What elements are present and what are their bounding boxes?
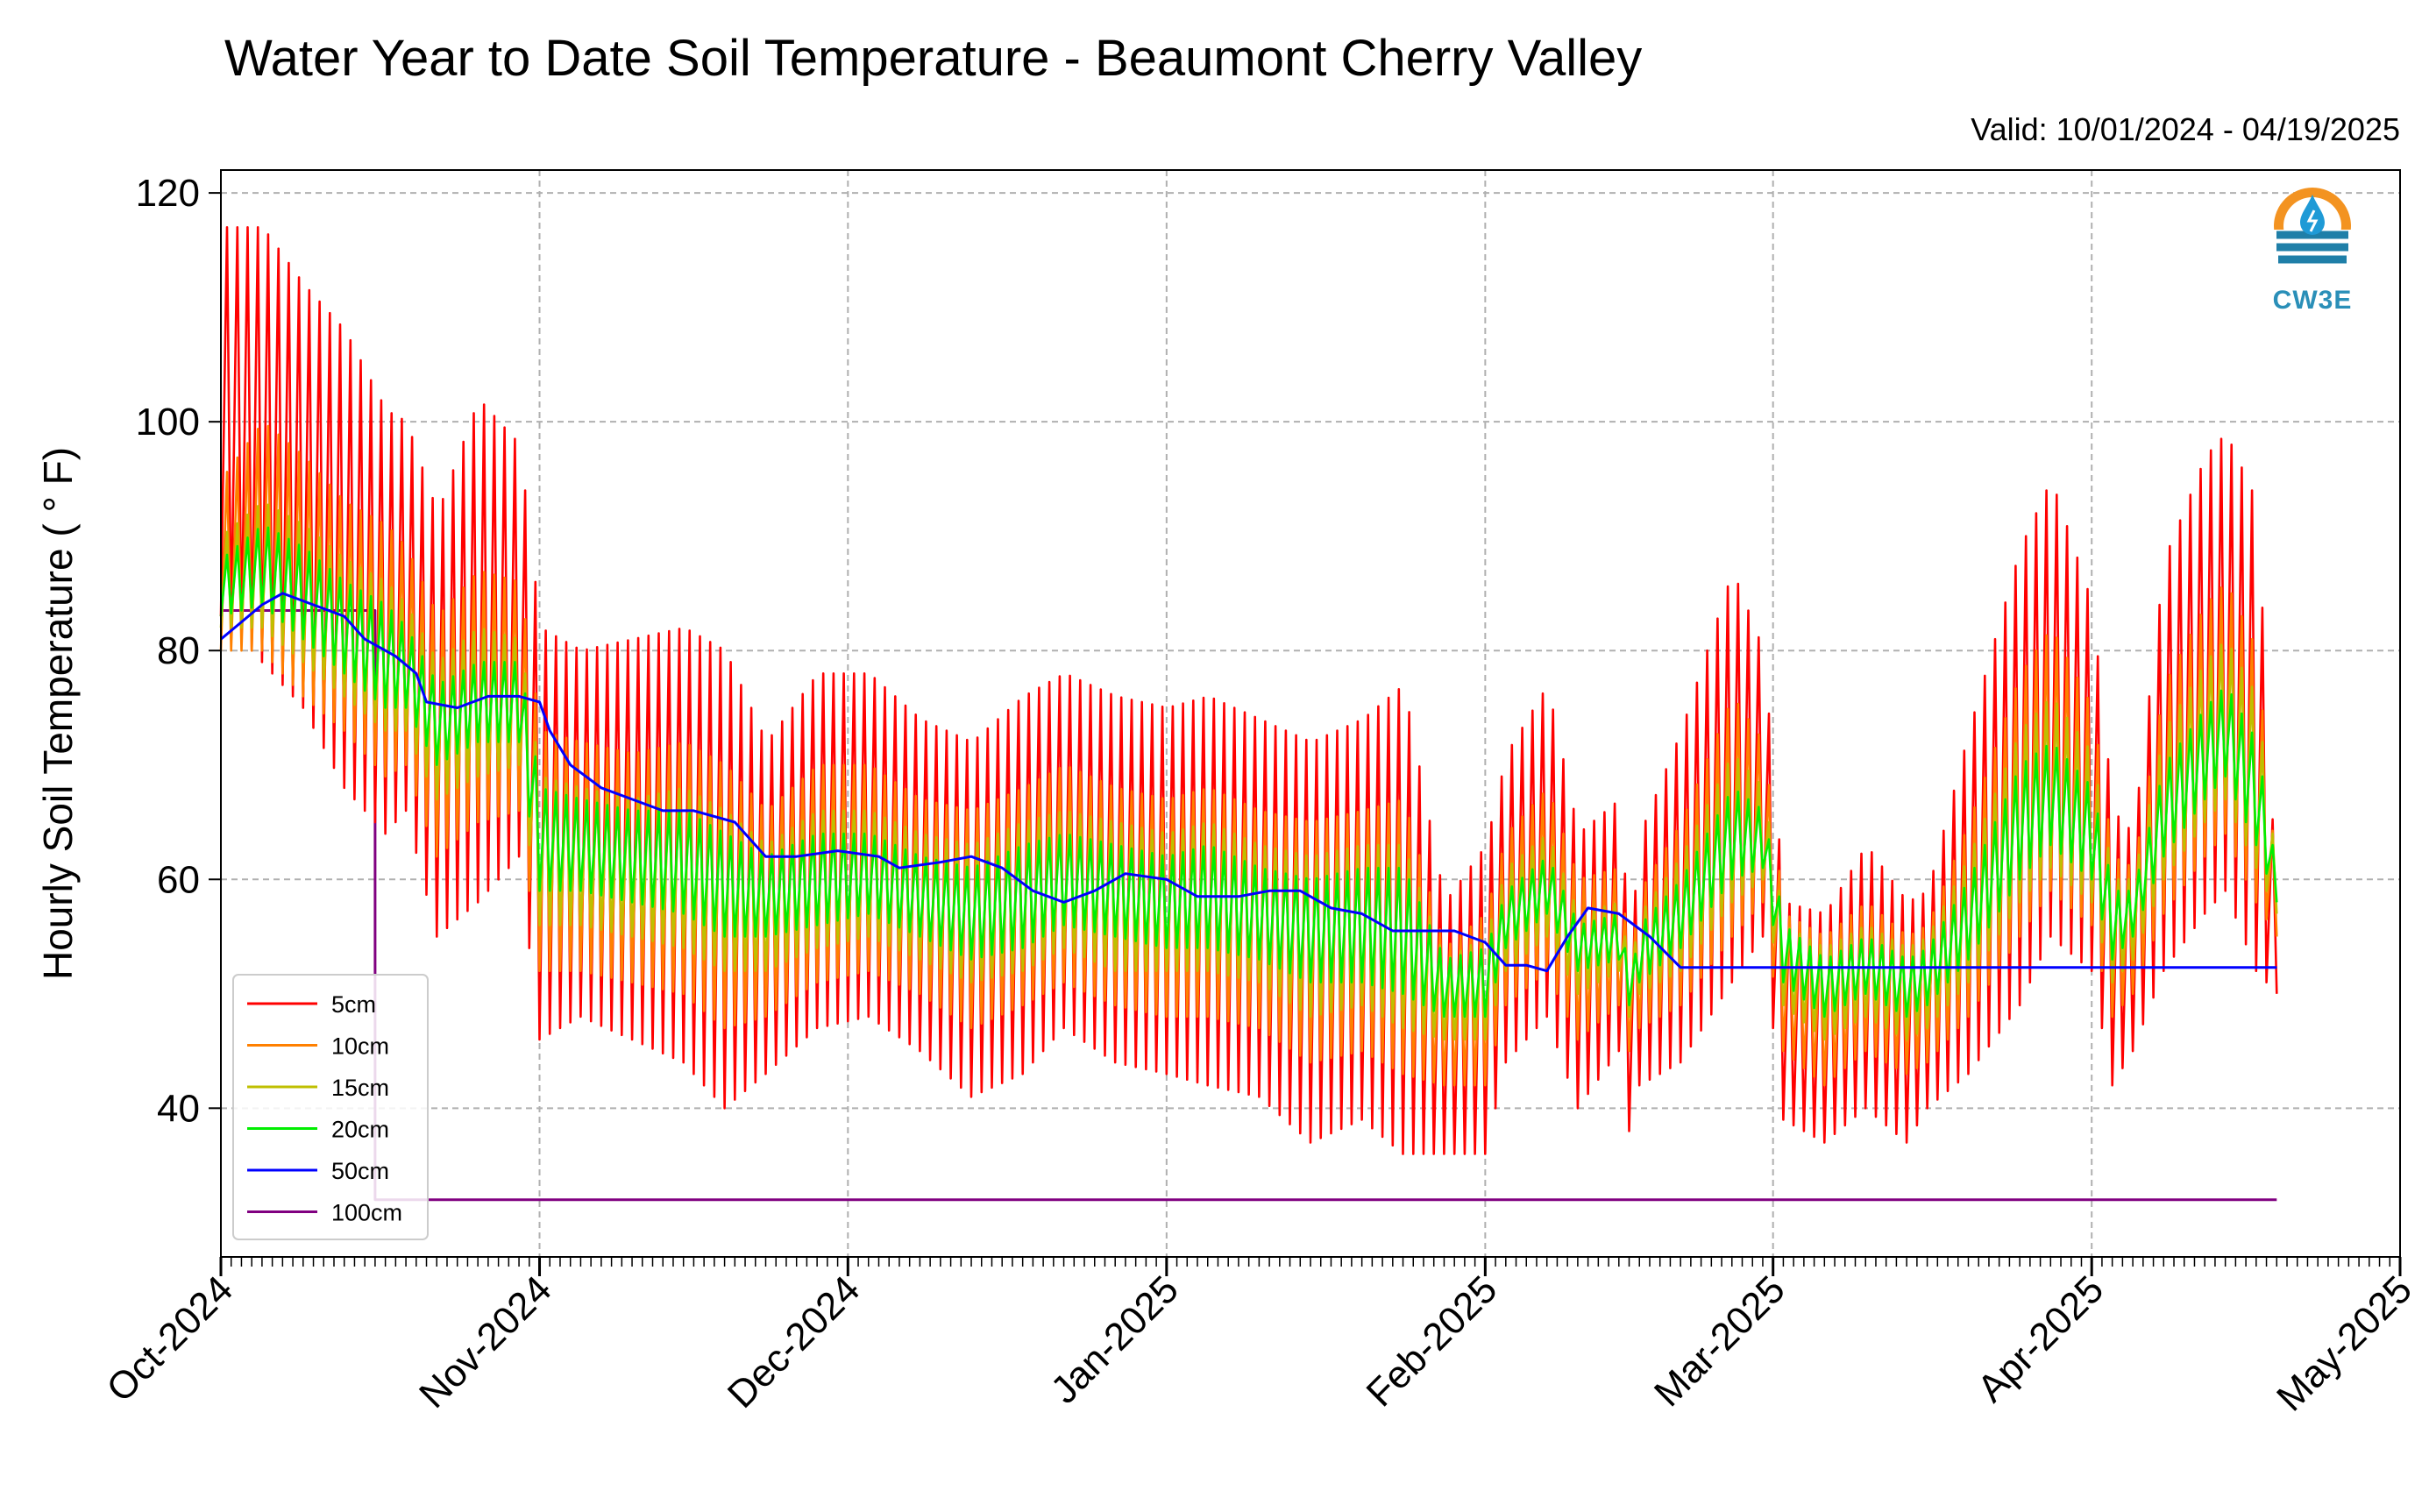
legend: 5cm 10cm 15cm 20cm 50cm 100cm [232, 974, 429, 1240]
y-axis: 40 60 80 100 120 [136, 172, 221, 1130]
y-tick-label: 100 [136, 401, 200, 444]
plot-frame [220, 169, 2401, 1258]
series-layer [219, 226, 2278, 1202]
y-tick-label: 120 [136, 172, 200, 215]
series-line-20cm [219, 526, 2278, 1019]
legend-box [232, 974, 429, 1240]
y-tick-label: 80 [157, 629, 200, 672]
legend-label-5cm: 5cm [331, 991, 376, 1018]
y-tick-label: 40 [157, 1087, 200, 1130]
y-tick-label: 60 [157, 858, 200, 901]
chart-subtitle: Valid: 10/01/2024 - 04/19/2025 [1971, 111, 2400, 147]
legend-label-15cm: 15cm [331, 1075, 389, 1101]
chart-title: Water Year to Date Soil Temperature - Be… [224, 30, 1642, 87]
series-line-50cm [220, 592, 2277, 973]
cw3e-logo: CW3E [2272, 188, 2353, 315]
logo-text: CW3E [2273, 286, 2353, 315]
legend-label-50cm: 50cm [331, 1158, 389, 1184]
legend-label-100cm: 100cm [331, 1200, 402, 1226]
legend-label-20cm: 20cm [331, 1117, 389, 1143]
y-axis-label: Hourly Soil Temperature ( ° F) [35, 447, 81, 980]
series-line-100cm [221, 609, 2277, 1202]
legend-label-10cm: 10cm [331, 1033, 389, 1060]
